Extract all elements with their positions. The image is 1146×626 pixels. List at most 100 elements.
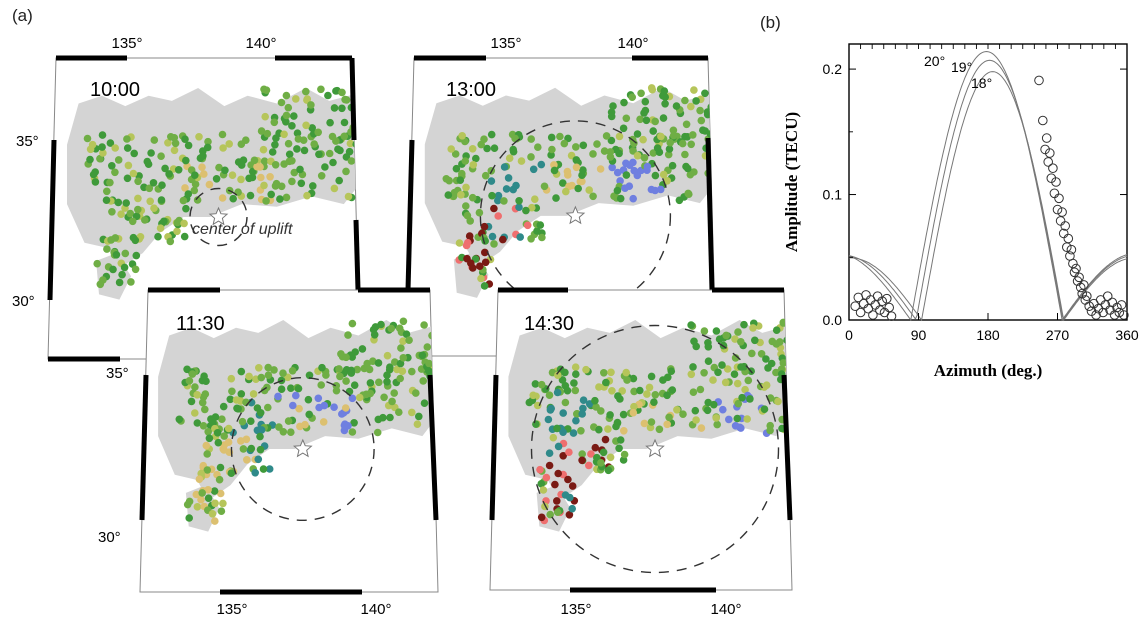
gps-station-dot xyxy=(107,236,115,244)
gps-station-dot xyxy=(383,378,391,386)
gps-station-dot xyxy=(331,185,339,193)
gps-station-dot xyxy=(725,416,733,424)
gps-station-dot xyxy=(554,470,562,478)
gps-station-dot xyxy=(546,449,554,457)
gps-station-dot xyxy=(607,153,615,161)
gps-station-dot xyxy=(546,391,554,399)
gps-station-dot xyxy=(555,443,563,451)
gps-station-dot xyxy=(185,190,193,198)
gps-station-dot xyxy=(458,132,466,140)
gps-station-dot xyxy=(578,457,586,465)
gps-station-dot xyxy=(193,391,201,399)
gps-station-dot xyxy=(106,179,114,187)
gps-station-dot xyxy=(295,385,303,393)
gps-station-dot xyxy=(267,191,275,199)
gps-station-dot xyxy=(147,149,155,157)
gps-station-dot xyxy=(90,171,98,179)
gps-station-dot xyxy=(167,238,175,246)
gps-station-dot xyxy=(722,332,730,340)
gps-station-dot xyxy=(279,369,287,377)
gps-station-dot xyxy=(150,204,158,212)
gps-station-dot xyxy=(424,343,432,351)
gps-station-dot xyxy=(134,178,142,186)
gps-station-dot xyxy=(388,398,396,406)
gps-station-dot xyxy=(597,165,605,173)
gps-station-dot xyxy=(247,417,255,425)
gps-station-dot xyxy=(749,324,757,332)
gps-station-dot xyxy=(656,426,664,434)
gps-station-dot xyxy=(626,161,634,169)
gps-station-dot xyxy=(400,318,408,326)
gps-station-dot xyxy=(326,150,334,158)
gps-station-dot xyxy=(538,514,546,522)
gps-station-dot xyxy=(87,146,95,154)
gps-station-dot xyxy=(643,390,651,398)
gps-station-dot xyxy=(342,377,350,385)
gps-station-dot xyxy=(228,375,236,383)
gps-station-dot xyxy=(481,223,489,231)
gps-station-dot xyxy=(679,140,687,148)
gps-station-dot xyxy=(103,188,111,196)
gps-station-dot xyxy=(607,369,615,377)
gps-station-dot xyxy=(774,398,782,406)
gps-station-dot xyxy=(529,392,537,400)
gps-station-dot xyxy=(609,102,617,110)
gps-station-dot xyxy=(630,409,638,417)
gps-station-dot xyxy=(108,162,116,170)
gps-station-dot xyxy=(657,186,665,194)
gps-station-dot xyxy=(419,352,427,360)
gps-station-dot xyxy=(92,178,100,186)
gps-station-dot xyxy=(699,126,707,134)
gps-station-dot xyxy=(553,497,561,505)
gps-station-dot xyxy=(501,163,509,171)
gps-station-dot xyxy=(668,367,676,375)
gps-station-dot xyxy=(527,153,535,161)
gps-station-dot xyxy=(546,462,554,470)
gps-station-dot xyxy=(689,363,697,371)
gps-station-dot xyxy=(111,169,119,177)
gps-station-dot xyxy=(476,209,484,217)
gps-station-dot xyxy=(573,156,581,164)
gps-station-dot xyxy=(488,131,496,139)
gps-station-dot xyxy=(272,182,280,190)
gps-station-dot xyxy=(421,399,429,407)
gps-station-dot xyxy=(265,371,273,379)
gps-station-dot xyxy=(182,205,190,213)
gps-station-dot xyxy=(548,146,556,154)
gps-station-dot xyxy=(98,143,106,151)
gps-station-dot xyxy=(543,474,551,482)
gps-station-dot xyxy=(532,420,540,428)
gps-station-dot xyxy=(115,156,123,164)
gps-station-dot xyxy=(219,500,227,508)
gps-station-dot xyxy=(537,221,545,229)
gps-station-dot xyxy=(620,125,628,133)
gps-station-dot xyxy=(220,446,228,454)
gps-station-dot xyxy=(642,107,650,115)
gps-station-dot xyxy=(470,161,478,169)
gps-station-dot xyxy=(657,133,665,141)
gps-station-dot xyxy=(518,157,526,165)
gps-station-dot xyxy=(367,379,375,387)
gps-station-dot xyxy=(648,84,656,92)
gps-station-dot xyxy=(202,390,210,398)
gps-station-dot xyxy=(188,398,196,406)
gps-station-dot xyxy=(204,428,212,436)
lon-tick-label: 135° xyxy=(490,35,521,52)
gps-station-dot xyxy=(213,175,221,183)
gps-station-dot xyxy=(663,421,671,429)
gps-station-dot xyxy=(221,167,229,175)
gps-station-dot xyxy=(371,331,379,339)
gps-station-dot xyxy=(572,370,580,378)
lon-tick-label: 140° xyxy=(245,35,276,52)
x-tick-label: 90 xyxy=(911,327,927,343)
gps-station-dot xyxy=(287,428,295,436)
gps-station-dot xyxy=(214,429,222,437)
gps-station-dot xyxy=(122,199,130,207)
gps-station-dot xyxy=(476,262,484,270)
gps-station-dot xyxy=(669,386,677,394)
gps-station-dot xyxy=(285,104,293,112)
curve-label-18: 18° xyxy=(971,75,992,91)
gps-station-dot xyxy=(698,117,706,125)
gps-station-dot xyxy=(700,369,708,377)
